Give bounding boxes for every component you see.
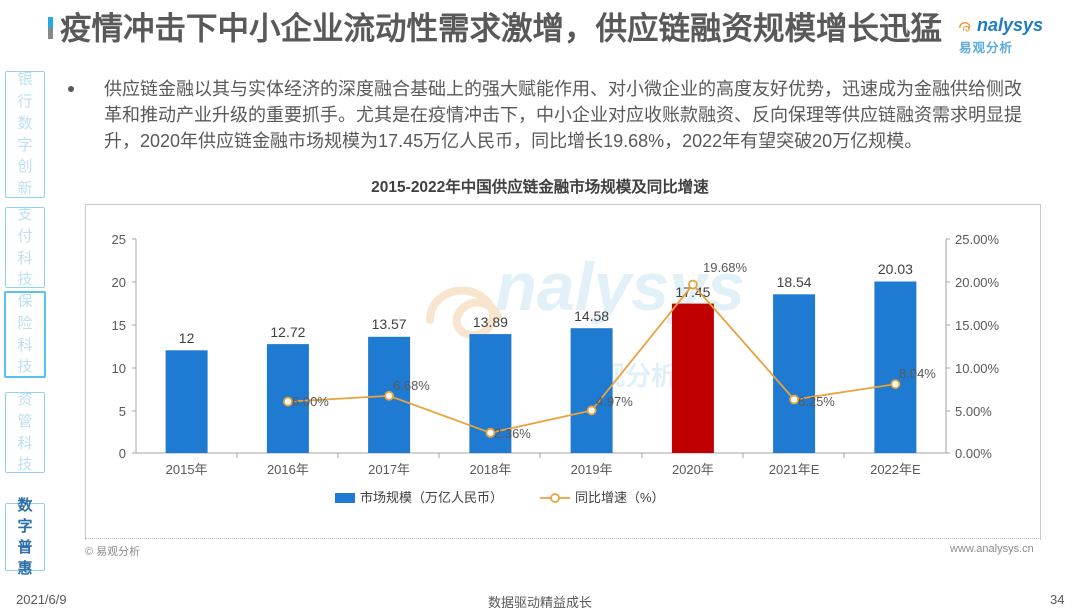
svg-text:4.97%: 4.97% xyxy=(596,394,633,409)
svg-text:2015年: 2015年 xyxy=(166,462,208,477)
svg-text:20.00%: 20.00% xyxy=(955,275,1000,290)
svg-text:13.89: 13.89 xyxy=(473,314,508,330)
svg-text:10: 10 xyxy=(112,361,126,376)
svg-text:14.58: 14.58 xyxy=(574,308,609,324)
svg-text:18.54: 18.54 xyxy=(777,274,812,290)
svg-text:25: 25 xyxy=(112,232,126,247)
svg-text:5: 5 xyxy=(119,404,126,419)
svg-text:市场规模（万亿人民币）: 市场规模（万亿人民币） xyxy=(360,490,503,505)
svg-text:同比增速（%）: 同比增速（%） xyxy=(575,490,665,505)
svg-text:12.72: 12.72 xyxy=(270,324,305,340)
svg-text:2016年: 2016年 xyxy=(267,462,309,477)
svg-text:0: 0 xyxy=(119,446,126,461)
svg-text:19.68%: 19.68% xyxy=(703,260,748,275)
svg-text:15: 15 xyxy=(112,318,126,333)
svg-text:13.57: 13.57 xyxy=(372,316,407,332)
svg-text:12: 12 xyxy=(179,330,195,346)
svg-text:20.03: 20.03 xyxy=(878,261,913,277)
svg-text:2019年: 2019年 xyxy=(571,462,613,477)
svg-text:20: 20 xyxy=(112,275,126,290)
svg-text:2017年: 2017年 xyxy=(368,462,410,477)
svg-text:8.04%: 8.04% xyxy=(899,366,936,381)
svg-text:15.00%: 15.00% xyxy=(955,318,1000,333)
svg-text:5.00%: 5.00% xyxy=(955,404,992,419)
svg-text:2021年E: 2021年E xyxy=(769,462,820,477)
svg-text:6.25%: 6.25% xyxy=(798,394,835,409)
svg-text:10.00%: 10.00% xyxy=(955,361,1000,376)
svg-text:6.68%: 6.68% xyxy=(393,378,430,393)
svg-text:2.36%: 2.36% xyxy=(494,426,531,441)
svg-text:2020年: 2020年 xyxy=(672,462,714,477)
svg-text:2018年: 2018年 xyxy=(469,462,511,477)
svg-text:25.00%: 25.00% xyxy=(955,232,1000,247)
svg-text:6.00%: 6.00% xyxy=(292,394,329,409)
svg-text:2022年E: 2022年E xyxy=(870,462,921,477)
svg-text:0.00%: 0.00% xyxy=(955,446,992,461)
